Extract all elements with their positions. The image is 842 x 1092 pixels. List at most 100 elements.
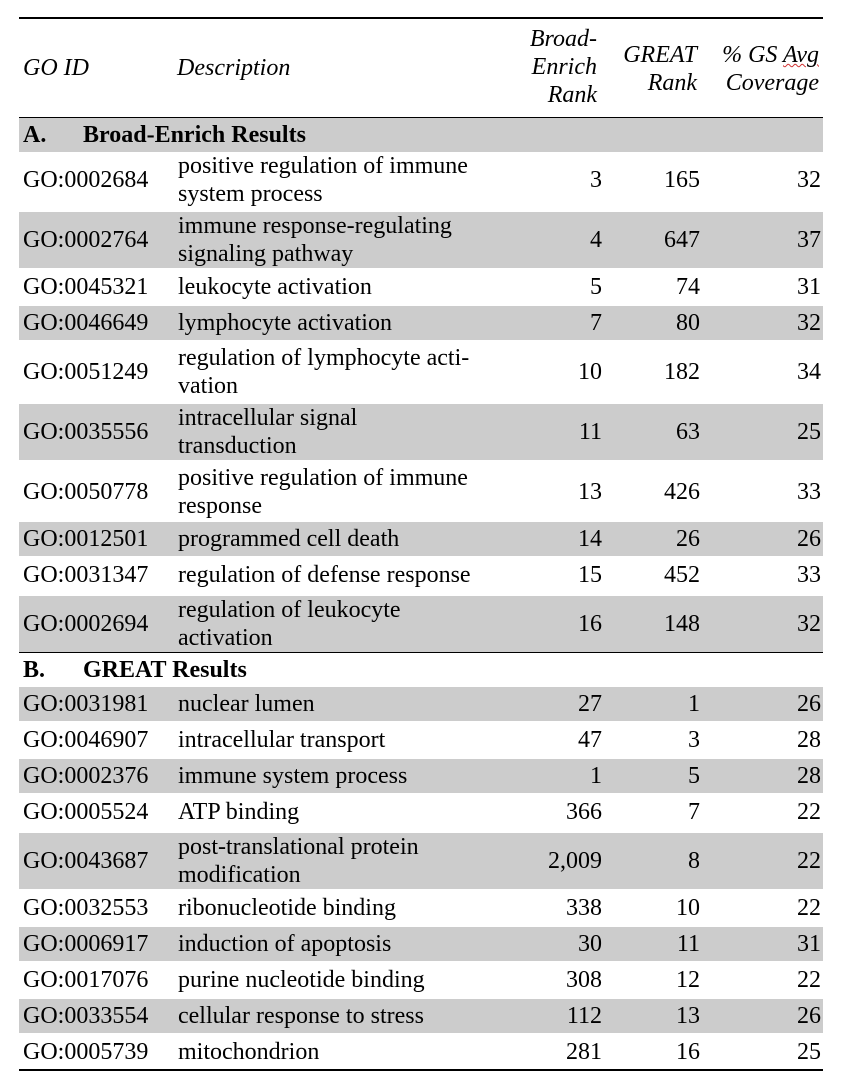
description-line: response (178, 493, 262, 519)
broad-enrich-rank-cell: 3 (590, 166, 602, 193)
description-cell: positive regulation of immune response (178, 464, 498, 520)
description-line: post-translational protein (178, 834, 419, 860)
broad-enrich-rank-cell: 308 (566, 966, 602, 993)
coverage-cell: 28 (797, 726, 821, 753)
great-rank-cell: 7 (688, 798, 700, 825)
description-cell: intracellular transport (178, 726, 498, 754)
description-cell: purine nucleotide binding (178, 966, 498, 994)
great-rank-cell: 426 (664, 478, 700, 505)
section-header: A. Broad-Enrich Results (19, 118, 823, 152)
broad-enrich-rank-cell: 27 (578, 690, 602, 717)
description-line: regulation of defense response (178, 562, 471, 588)
broad-enrich-rank-cell: 5 (590, 273, 602, 300)
go-results-table: GO ID Description Broad- Enrich Rank GRE… (19, 17, 823, 1071)
description-line: transduction (178, 433, 297, 459)
section-header: B. GREAT Results (19, 653, 823, 687)
header-great-rank: GREAT Rank (623, 42, 697, 96)
great-rank-cell: 1 (688, 690, 700, 717)
description-line: programmed cell death (178, 526, 400, 552)
broad-enrich-rank-cell: 15 (578, 561, 602, 588)
section-divider (19, 652, 823, 653)
great-rank-cell: 74 (676, 273, 700, 300)
table-row: GO:0002684 positive regulation of immune s… (19, 152, 823, 208)
great-rank-cell: 3 (688, 726, 700, 753)
coverage-cell: 32 (797, 309, 821, 336)
go-id-cell: GO:0043687 (23, 847, 149, 874)
description-cell: positive regulation of immune system proc… (178, 152, 498, 208)
broad-enrich-rank-cell: 4 (590, 226, 602, 253)
broad-enrich-rank-cell: 14 (578, 525, 602, 552)
description-line: positive regulation of immune (178, 465, 468, 491)
great-rank-cell: 63 (676, 418, 700, 445)
go-id-cell: GO:0051249 (23, 358, 149, 385)
go-id-cell: GO:0005524 (23, 798, 149, 825)
broad-enrich-rank-cell: 13 (578, 478, 602, 505)
header-description: Description (177, 55, 291, 81)
section-title: Broad-Enrich Results (83, 122, 306, 148)
broad-enrich-rank-cell: 1 (590, 762, 602, 789)
table-row: GO:0005524 ATP binding 366 7 22 (19, 795, 823, 829)
coverage-cell: 22 (797, 894, 821, 921)
coverage-cell: 28 (797, 762, 821, 789)
broad-enrich-rank-cell: 281 (566, 1038, 602, 1065)
description-cell: post-translational protein modification (178, 833, 498, 889)
go-id-cell: GO:0035556 (23, 418, 149, 445)
header-broad-enrich-rank: Broad- Enrich Rank (529, 26, 597, 108)
table-row: GO:0006917 induction of apoptosis 30 11 31 (19, 927, 823, 961)
go-id-cell: GO:0032553 (23, 894, 149, 921)
broad-enrich-rank-cell: 16 (578, 610, 602, 637)
coverage-cell: 34 (797, 358, 821, 385)
go-id-cell: GO:0012501 (23, 525, 149, 552)
table-row: GO:0031981 nuclear lumen 27 1 26 (19, 687, 823, 721)
go-id-cell: GO:0002694 (23, 610, 149, 637)
great-rank-cell: 647 (664, 226, 700, 253)
header-gs-avg-coverage: % GS Avg Coverage (722, 42, 819, 96)
great-rank-cell: 13 (676, 1002, 700, 1029)
great-rank-cell: 10 (676, 894, 700, 921)
great-rank-cell: 80 (676, 309, 700, 336)
great-rank-cell: 11 (676, 930, 700, 957)
description-line: signaling pathway (178, 241, 354, 267)
great-rank-cell: 8 (688, 847, 700, 874)
great-rank-cell: 165 (664, 166, 700, 193)
coverage-cell: 37 (797, 226, 821, 253)
broad-enrich-rank-cell: 366 (566, 798, 602, 825)
description-line: intracellular signal (178, 405, 358, 431)
description-cell: intracellular signal transduction (178, 404, 498, 460)
description-cell: regulation of defense response (178, 561, 498, 589)
broad-enrich-rank-cell: 338 (566, 894, 602, 921)
description-line: immune system process (178, 763, 408, 789)
description-cell: programmed cell death (178, 525, 498, 553)
table-row: GO:0002694 regulation of leukocyte activat… (19, 596, 823, 652)
go-id-cell: GO:0005739 (23, 1038, 149, 1065)
description-cell: mitochondrion (178, 1038, 498, 1066)
table-row: GO:0012501 programmed cell death 14 26 26 (19, 522, 823, 556)
table-row: GO:0046907 intracellular transport 47 3 28 (19, 723, 823, 757)
coverage-cell: 33 (797, 478, 821, 505)
section-rows: GO:0031981 nuclear lumen 27 1 26 GO:0046907 in… (19, 687, 823, 1069)
coverage-cell: 32 (797, 610, 821, 637)
section-letter: A. (23, 122, 47, 148)
table-row: GO:0043687 post-translational protein modi… (19, 833, 823, 889)
broad-enrich-rank-cell: 30 (578, 930, 602, 957)
coverage-cell: 33 (797, 561, 821, 588)
description-line: regulation of lymphocyte acti- (178, 345, 470, 371)
table-row: GO:0005739 mitochondrion 281 16 25 (19, 1035, 823, 1069)
top-rule (19, 17, 823, 19)
coverage-cell: 25 (797, 418, 821, 445)
description-line: lymphocyte activation (178, 310, 392, 336)
go-id-cell: GO:0031981 (23, 690, 149, 717)
go-id-cell: GO:0017076 (23, 966, 149, 993)
bottom-rule (19, 1069, 823, 1071)
description-cell: regulation of leukocyte activation (178, 596, 498, 652)
coverage-cell: 22 (797, 847, 821, 874)
description-cell: ribonucleotide binding (178, 894, 498, 922)
description-line: purine nucleotide binding (178, 967, 425, 993)
great-rank-cell: 5 (688, 762, 700, 789)
table-row: GO:0046649 lymphocyte activation 7 80 32 (19, 306, 823, 340)
description-cell: lymphocyte activation (178, 309, 498, 337)
table-row: GO:0051249 regulation of lymphocyte acti-… (19, 344, 823, 400)
description-line: system process (178, 181, 323, 207)
table-row: GO:0032553 ribonucleotide binding 338 10 22 (19, 891, 823, 925)
broad-enrich-rank-cell: 11 (578, 418, 602, 445)
